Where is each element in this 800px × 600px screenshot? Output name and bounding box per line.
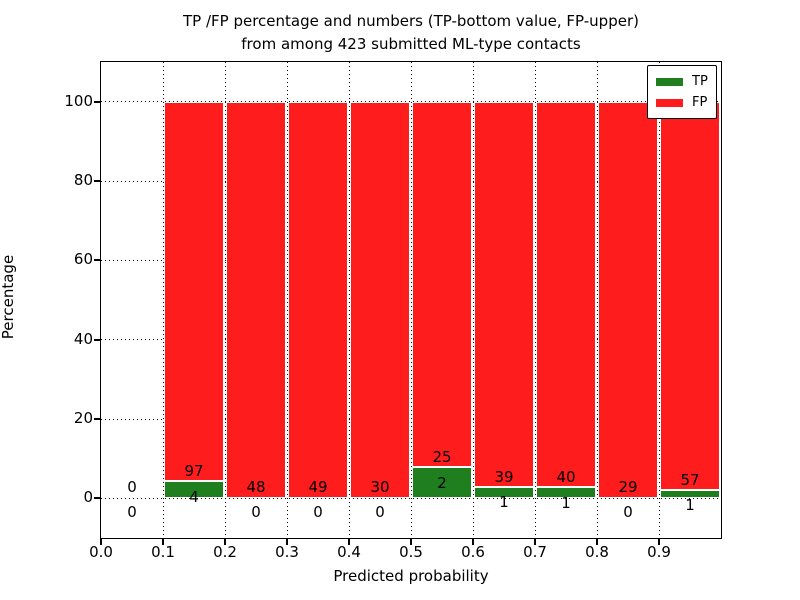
fp-count-label: 49 [308,477,328,496]
fp-count-label: 40 [556,468,576,487]
x-tick-mark [658,539,660,545]
legend-entry: TP [656,71,708,92]
x-gridline [348,62,350,538]
chart-title: TP /FP percentage and numbers (TP-bottom… [100,10,722,56]
fp-bar-segment [164,101,224,481]
x-axis-label: Predicted probability [333,567,489,585]
fp-count-label: 29 [618,477,638,496]
chart-title-line-1: TP /FP percentage and numbers (TP-bottom… [183,12,639,30]
y-tick-mark [94,100,100,103]
fp-bar-segment [536,101,596,487]
legend-label: TP [692,74,708,89]
fp-count-label: 39 [494,467,514,486]
fp-count-label: 48 [246,477,266,496]
y-axis-label: Percentage [0,254,17,340]
fp-bar-segment [350,101,410,499]
fp-count-label: 97 [184,462,204,481]
fp-count-label: 30 [370,477,390,496]
stacked-bar [350,101,410,499]
tp-count-label: 1 [685,496,695,515]
stacked-bar [412,101,472,499]
legend-entry: FP [656,92,708,113]
fp-bar-segment [660,101,720,490]
x-tick-mark [224,539,226,545]
fp-bar-segment [598,101,658,499]
tp-bar-segment [474,486,534,499]
x-tick-label: 0.3 [275,543,299,561]
fp-bar-segment [288,101,348,499]
tp-count-label: 0 [375,503,385,522]
stacked-bar [660,101,720,499]
x-tick-mark [472,539,474,545]
x-tick-label: 0.8 [585,543,609,561]
x-gridline [658,62,660,538]
chart-title-line-2: from among 423 submitted ML-type contact… [241,35,581,53]
y-tick-mark [94,497,100,500]
tp-bar-segment [660,489,720,499]
x-gridline [534,62,536,538]
tp-count-label: 0 [623,503,633,522]
tp-bar-segment [164,480,224,499]
tp-legend-swatch [656,77,683,86]
y-tick-label: 80 [73,171,93,189]
x-tick-mark [100,539,102,545]
tp-count-label: 1 [561,493,571,512]
tp-count-label: 2 [437,473,447,492]
y-tick-label: 0 [83,488,93,507]
x-tick-label: 0.5 [399,543,423,561]
x-tick-label: 0.4 [337,543,361,561]
legend: TP FP [647,65,717,119]
x-tick-mark [596,539,598,545]
y-tick-label: 100 [64,91,93,110]
stacked-bar [536,101,596,499]
fp-legend-swatch [656,98,683,107]
fp-count-label: 25 [432,448,452,467]
fp-bar-segment [226,101,286,499]
x-tick-mark [286,539,288,545]
x-tick-label: 0.9 [647,543,671,561]
y-tick-mark [94,418,100,420]
x-tick-label: 0.6 [461,543,485,561]
x-tick-label: 0.7 [523,543,547,561]
fp-count-label: 0 [127,477,137,496]
y-tick-label: 40 [73,329,93,348]
fp-bar-segment [412,101,472,468]
stacked-bar [164,101,224,499]
y-tick-mark [94,180,100,182]
x-gridline [472,62,474,538]
x-gridline [224,62,226,538]
y-tick-label: 20 [73,409,93,427]
stacked-bar [598,101,658,499]
tp-count-label: 4 [189,487,199,506]
y-tick-mark [94,338,100,341]
stacked-bar [288,101,348,499]
x-gridline [596,62,598,538]
tp-count-label: 1 [499,493,509,512]
x-tick-mark [348,539,350,545]
tp-count-label: 0 [313,503,323,522]
stacked-bar [226,101,286,499]
legend-label: FP [692,95,708,110]
x-tick-label: 0.2 [213,543,237,561]
tp-count-label: 0 [251,503,261,522]
x-tick-label: 0.1 [151,543,175,561]
x-gridline [410,62,412,538]
x-tick-label: 0.0 [89,543,113,561]
plot-area: 0 0 97 4 48 0 49 0 30 0 25 2 39 1 40 1 29 0 57 1 TP FP [100,61,722,539]
x-gridline [286,62,288,538]
x-tick-mark [162,539,164,545]
tp-bar-segment [536,486,596,499]
tp-count-label: 0 [127,503,137,522]
y-tick-label: 60 [73,250,93,269]
tp-bar-segment [412,467,472,499]
y-tick-mark [94,259,100,262]
fp-bar-segment [474,101,534,487]
x-tick-mark [410,539,412,545]
stacked-bar [474,101,534,499]
x-gridline [162,62,164,538]
fp-count-label: 57 [680,470,700,489]
x-tick-mark [534,539,536,545]
